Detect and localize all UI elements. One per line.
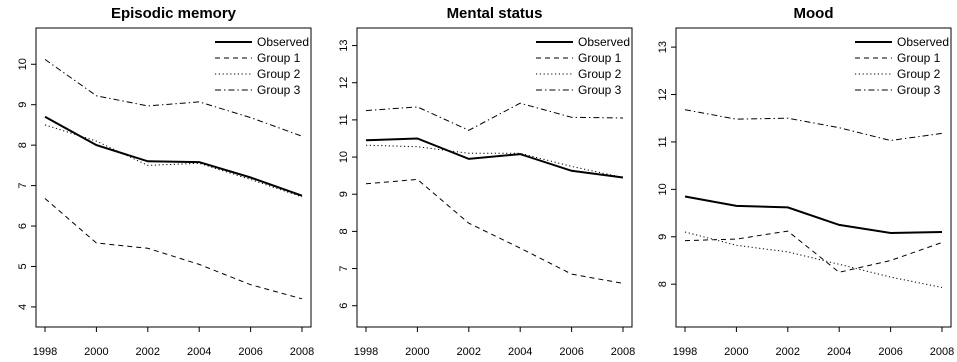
y-tick-label: 10 — [657, 183, 669, 195]
y-tick-label: 8 — [338, 228, 350, 234]
legend-label: Observed — [897, 35, 949, 49]
y-tick-label: 6 — [338, 303, 350, 309]
y-tick-label: 11 — [338, 114, 350, 125]
y-tick-label: 10 — [338, 151, 350, 163]
y-tick-label: 10 — [17, 58, 29, 70]
x-tick-label: 2006 — [238, 346, 262, 358]
legend-label: Observed — [578, 35, 630, 49]
y-tick-label: 4 — [17, 304, 29, 310]
panel-0: Episodic memory 4 5 6 7 8 9 10 1998 2000 2002 2004 2… — [17, 5, 314, 358]
y-tick-label: 9 — [17, 102, 29, 108]
x-tick-label: 2008 — [930, 346, 954, 358]
plot-frame — [356, 27, 633, 328]
series-line-observed — [684, 195, 943, 235]
y-tick-label: 12 — [338, 77, 350, 89]
legend-label: Group 1 — [578, 51, 622, 65]
y-tick-label: 9 — [657, 234, 669, 240]
y-tick-label: 7 — [17, 183, 29, 189]
panel-2: Mood 8 9 10 11 12 13 1998 2000 2002 2004 2006 2008 Ob… — [657, 5, 954, 358]
panel-title: Episodic memory — [111, 5, 237, 22]
panel-1: Mental status 6 7 8 9 10 11 12 13 1998 2000 2002 200… — [338, 5, 635, 358]
x-tick-label: 2004 — [508, 346, 532, 358]
x-tick-label: 2000 — [84, 346, 108, 358]
y-tick-label: 12 — [657, 88, 669, 100]
x-tick-label: 1998 — [354, 346, 378, 358]
y-tick-label: 6 — [17, 223, 29, 229]
x-tick-label: 2002 — [776, 346, 800, 358]
series-line-group-1 — [44, 198, 303, 300]
series-line-group-2 — [684, 231, 943, 288]
x-tick-label: 1998 — [33, 346, 57, 358]
x-tick-label: 2008 — [290, 346, 314, 358]
legend-label: Group 2 — [897, 67, 941, 81]
y-tick-label: 13 — [338, 39, 350, 51]
legend-label: Group 3 — [897, 83, 941, 97]
legend-label: Group 1 — [897, 51, 941, 65]
x-tick-label: 2000 — [724, 346, 748, 358]
x-tick-label: 2006 — [878, 346, 902, 358]
panel-title: Mood — [794, 5, 834, 22]
x-tick-label: 2002 — [457, 346, 481, 358]
series-line-group-3 — [365, 102, 624, 131]
legend-label: Group 2 — [578, 67, 622, 81]
x-tick-label: 2002 — [136, 346, 160, 358]
series-line-observed — [365, 137, 624, 179]
panel-title: Mental status — [447, 5, 543, 22]
y-tick-label: 8 — [17, 142, 29, 148]
legend-label: Group 1 — [257, 51, 301, 65]
series-line-group-3 — [684, 109, 943, 142]
series-line-group-2 — [44, 124, 303, 198]
x-tick-label: 2000 — [405, 346, 429, 358]
x-tick-label: 2006 — [559, 346, 583, 358]
legend-label: Group 2 — [257, 67, 301, 81]
y-tick-label: 9 — [338, 191, 350, 197]
y-tick-label: 5 — [17, 263, 29, 269]
x-tick-label: 1998 — [673, 346, 697, 358]
series-line-observed — [44, 115, 303, 197]
x-tick-label: 2004 — [827, 346, 851, 358]
legend-label: Observed — [257, 35, 309, 49]
series-line-group-3 — [44, 58, 303, 137]
y-tick-label: 13 — [657, 41, 669, 53]
x-tick-label: 2008 — [611, 346, 635, 358]
series-line-group-2 — [365, 144, 624, 178]
series-line-group-1 — [365, 178, 624, 284]
y-tick-label: 7 — [338, 265, 350, 271]
legend-label: Group 3 — [578, 83, 622, 97]
plot-frame — [675, 27, 952, 328]
y-tick-label: 8 — [657, 281, 669, 287]
y-tick-label: 11 — [657, 136, 669, 147]
series-line-group-1 — [684, 230, 943, 273]
legend-label: Group 3 — [257, 83, 301, 97]
x-tick-label: 2004 — [187, 346, 211, 358]
plot-frame — [35, 27, 312, 328]
